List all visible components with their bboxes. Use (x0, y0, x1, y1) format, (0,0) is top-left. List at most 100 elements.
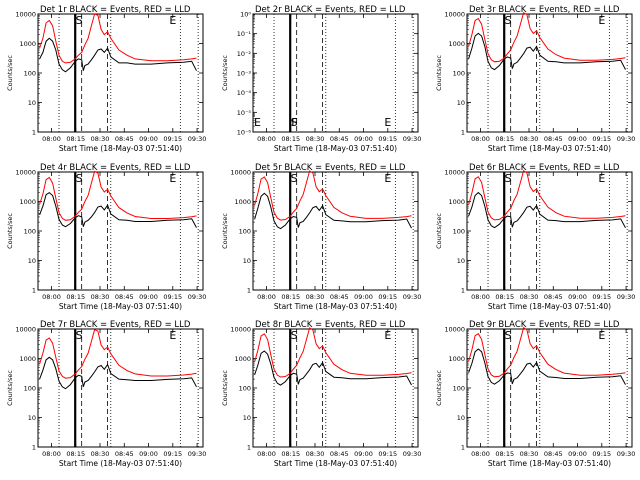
y-axis-label: Counts/sec (6, 213, 14, 249)
series-line-lld (468, 12, 626, 63)
y-tick-label: 100 (453, 228, 465, 236)
x-tick-label: 08:30 (520, 293, 539, 301)
x-tick-label: 09:00 (568, 135, 587, 143)
x-tick-label: 09:15 (378, 135, 397, 143)
y-axis-label: Counts/sec (6, 370, 14, 406)
x-tick-label: 09:30 (403, 450, 422, 458)
series-line-lld (254, 170, 412, 221)
series-line-events (254, 192, 412, 230)
y-axis-label: Counts/sec (435, 55, 443, 91)
x-tick-label: 08:00 (471, 293, 490, 301)
start-marker-S: S (291, 329, 298, 342)
chart-title: Det 9r BLACK = Events, RED = LLD (469, 320, 620, 330)
series-line-lld (39, 329, 197, 379)
plot-frame (252, 171, 419, 291)
y-tick-label: 1000 (234, 355, 251, 363)
end-marker-E: E (598, 329, 605, 342)
x-tick-label: 08:45 (115, 135, 134, 143)
x-tick-label: 09:15 (592, 450, 611, 458)
flare-marker-F: F (291, 116, 297, 129)
plot-frame (466, 13, 633, 133)
x-tick-label: 09:15 (378, 293, 397, 301)
y-tick-label: 1 (247, 444, 251, 452)
x-tick-label: 09:30 (188, 293, 207, 301)
x-tick-label: 08:45 (544, 293, 563, 301)
plot-frame (252, 328, 419, 448)
y-tick-label: 1 (247, 287, 251, 295)
x-tick-label: 09:00 (139, 450, 158, 458)
x-tick-label: 08:30 (306, 135, 325, 143)
y-tick-label: 10⁰ (240, 11, 251, 19)
chart-panel: Det 6r BLACK = Events, RED = LLD 1 10 100 10… (435, 163, 635, 311)
y-tick-label: 10000 (444, 326, 465, 334)
y-tick-label: 1 (461, 287, 465, 295)
x-tick-label: 08:00 (257, 450, 276, 458)
y-tick-label: 1000 (448, 355, 465, 363)
x-tick-label: 09:00 (568, 293, 587, 301)
x-tick-label: 09:00 (568, 450, 587, 458)
y-tick-label: 10⁻⁶ (237, 129, 252, 137)
y-tick-label: 10000 (15, 169, 36, 177)
end-marker-E: E (384, 172, 391, 185)
y-tick-label: 10 (28, 414, 36, 422)
y-tick-label: 1 (32, 129, 36, 137)
start-marker-S: S (291, 116, 298, 129)
x-tick-label: 08:30 (306, 450, 325, 458)
x-tick-label: 09:15 (163, 293, 182, 301)
y-tick-label: 10 (28, 257, 36, 265)
chart-title: Det 7r BLACK = Events, RED = LLD (40, 320, 191, 330)
chart-title: Det 1r BLACK = Events, RED = LLD (40, 5, 191, 15)
series-line-events (468, 348, 626, 385)
end-marker-E: E (384, 329, 391, 342)
series-line-events (254, 350, 412, 386)
x-tick-label: 08:30 (520, 135, 539, 143)
x-tick-label: 09:00 (139, 135, 158, 143)
x-tick-label: 08:30 (91, 450, 110, 458)
plot-frame (466, 171, 633, 291)
start-marker-S: S (505, 329, 512, 342)
y-tick-label: 10⁻⁵ (237, 109, 252, 117)
y-tick-label: 100 (24, 228, 36, 236)
y-tick-label: 10⁻⁴ (237, 89, 252, 97)
series-line-lld (39, 13, 197, 64)
y-tick-label: 10⁻¹ (237, 30, 252, 38)
x-tick-label: 08:15 (66, 135, 85, 143)
chart-panel: Det 9r BLACK = Events, RED = LLD 1 10 100 10… (435, 320, 635, 468)
x-tick-label: 09:30 (403, 135, 422, 143)
x-tick-label: 08:30 (306, 293, 325, 301)
x-tick-label: 09:00 (354, 135, 373, 143)
y-axis-label: Counts/sec (435, 370, 443, 406)
start-marker-S: S (505, 14, 512, 27)
y-tick-label: 10 (28, 99, 36, 107)
series-line-lld (39, 170, 197, 221)
chart-panel: Det 2r BLACK = Events, RED = LLD 10⁻⁶ 10⁻⁵… (221, 5, 421, 153)
chart-title: Det 8r BLACK = Events, RED = LLD (255, 320, 406, 330)
y-tick-label: 10⁻³ (237, 70, 252, 78)
x-tick-label: 09:00 (354, 293, 373, 301)
end-marker-E: E (169, 14, 176, 27)
x-tick-label: 09:30 (188, 135, 207, 143)
start-marker-S: S (291, 172, 298, 185)
series-line-lld (468, 326, 626, 378)
x-axis-label: Start Time (18-May-03 07:51:40) (59, 144, 182, 153)
x-tick-label: 09:30 (403, 293, 422, 301)
x-tick-label: 09:00 (354, 450, 373, 458)
y-tick-label: 10000 (15, 11, 36, 19)
x-tick-label: 09:30 (617, 293, 636, 301)
y-tick-label: 1000 (19, 355, 36, 363)
chart-title: Det 2r BLACK = Events, RED = LLD (255, 5, 406, 15)
x-tick-label: 08:15 (495, 135, 514, 143)
y-tick-label: 1000 (448, 40, 465, 48)
x-tick-label: 08:00 (471, 450, 490, 458)
x-axis-label: Start Time (18-May-03 07:51:40) (59, 459, 182, 468)
y-tick-label: 1 (461, 129, 465, 137)
x-tick-label: 08:45 (330, 135, 349, 143)
x-tick-label: 08:30 (91, 135, 110, 143)
x-tick-label: 09:30 (188, 450, 207, 458)
x-tick-label: 09:15 (163, 135, 182, 143)
x-tick-label: 08:00 (42, 450, 61, 458)
y-tick-label: 100 (453, 385, 465, 393)
x-axis-label: Start Time (18-May-03 07:51:40) (59, 302, 182, 311)
y-tick-label: 10000 (15, 326, 36, 334)
